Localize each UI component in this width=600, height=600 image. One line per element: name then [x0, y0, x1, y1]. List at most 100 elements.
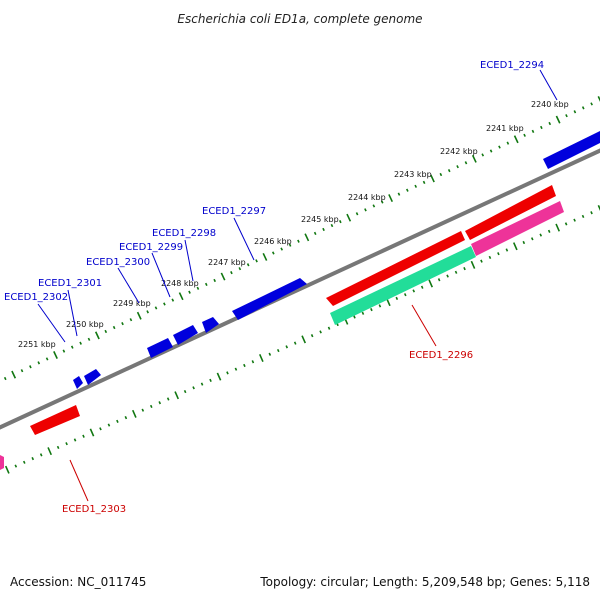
major-tick: [555, 223, 561, 232]
topology-text: Topology: circular; Length: 5,209,548 bp…: [260, 575, 590, 589]
gene-label[interactable]: ECED1_2300: [86, 257, 150, 268]
minor-tick: [129, 318, 133, 322]
gene-other-pink[interactable]: [471, 201, 564, 256]
major-tick: [174, 391, 180, 400]
major-tick: [304, 233, 310, 242]
minor-tick: [310, 334, 314, 338]
minor-tick: [338, 220, 342, 224]
minor-tick: [403, 293, 407, 297]
gene-ECED1_2302[interactable]: [73, 376, 83, 389]
gene-ECED1_2301[interactable]: [84, 369, 101, 385]
minor-tick: [56, 445, 60, 450]
gene-ECED1_2300[interactable]: [147, 338, 173, 358]
forward-genes: [73, 131, 600, 389]
leader-ECED1_2302: [37, 303, 66, 343]
major-tick: [346, 213, 352, 222]
feature-green[interactable]: [330, 246, 476, 325]
leader-ECED1_2294: [539, 69, 558, 101]
minor-tick: [364, 208, 367, 212]
gene-label[interactable]: ECED1_2297: [202, 206, 266, 217]
gene-label[interactable]: ECED1_2299: [119, 242, 183, 253]
gene-label[interactable]: ECED1_2302: [4, 292, 68, 303]
minor-tick: [590, 211, 593, 215]
minor-tick: [238, 267, 242, 271]
minor-tick: [414, 184, 418, 188]
minor-tick: [313, 231, 317, 235]
minor-tick: [141, 408, 145, 412]
minor-tick: [209, 378, 212, 382]
gene-label[interactable]: ECED1_2301: [38, 278, 102, 289]
gene-ECED1_2303[interactable]: [30, 405, 80, 435]
gene-label[interactable]: ECED1_2296: [409, 350, 473, 361]
minor-tick: [372, 204, 376, 208]
minor-tick: [204, 282, 208, 286]
minor-tick: [107, 423, 111, 427]
minor-tick: [489, 149, 493, 153]
gene-label[interactable]: ECED1_2303: [62, 504, 126, 515]
genome-backbone: [0, 148, 600, 430]
minor-tick: [280, 247, 283, 251]
minor-tick: [456, 165, 459, 169]
major-tick: [178, 292, 184, 301]
minor-tick: [319, 330, 322, 334]
gene-ECED1_2296-part[interactable]: [465, 185, 556, 240]
major-tick: [555, 115, 561, 124]
minor-tick: [213, 278, 216, 283]
minor-tick: [200, 382, 204, 386]
leader-ECED1_2301: [67, 289, 78, 337]
tick-label: 2249 kbp: [113, 299, 151, 308]
minor-tick: [29, 365, 32, 369]
map-title: Escherichia coli ED1a, complete genome: [177, 12, 422, 26]
minor-tick: [3, 376, 7, 381]
minor-tick: [548, 121, 552, 126]
minor-tick: [488, 255, 492, 260]
minor-tick: [361, 311, 365, 315]
minor-tick: [447, 169, 451, 173]
major-tick: [470, 260, 476, 269]
minor-tick: [226, 371, 229, 375]
minor-tick: [255, 259, 258, 263]
minor-tick: [146, 310, 149, 314]
major-tick: [4, 465, 10, 474]
minor-tick: [573, 110, 577, 114]
major-tick: [301, 335, 307, 344]
tick-label: 2250 kbp: [66, 320, 104, 329]
gene-edge-pink[interactable]: [0, 455, 4, 470]
minor-tick: [412, 289, 416, 293]
tick-label: 2240 kbp: [531, 100, 569, 109]
leader-ECED1_2296: [411, 304, 437, 347]
gene-ECED1_2297[interactable]: [232, 278, 307, 320]
minor-tick: [463, 267, 466, 271]
minor-tick: [539, 233, 543, 237]
gene-ECED1_2299[interactable]: [173, 325, 198, 345]
minor-tick: [420, 285, 424, 289]
major-tick: [597, 96, 600, 102]
minor-tick: [497, 252, 500, 256]
gene-ECED1_2298[interactable]: [202, 317, 219, 333]
tick-label: 2243 kbp: [394, 170, 432, 179]
minor-tick: [480, 259, 483, 263]
gene-label[interactable]: ECED1_2298: [152, 228, 216, 239]
minor-tick: [573, 218, 576, 222]
minor-tick: [243, 363, 246, 368]
gene-ECED1_2294[interactable]: [543, 131, 600, 169]
minor-tick: [14, 464, 18, 468]
gene-ECED1_2296[interactable]: [326, 231, 465, 306]
major-tick: [131, 409, 137, 418]
minor-tick: [234, 367, 238, 371]
major-tick: [512, 242, 518, 251]
minor-tick: [439, 172, 443, 177]
minor-tick: [37, 361, 41, 365]
leader-ECED1_2300: [117, 267, 140, 304]
tick-label: 2242 kbp: [440, 147, 478, 156]
minor-tick: [87, 337, 91, 341]
minor-tick: [530, 237, 534, 241]
minor-tick: [99, 427, 102, 431]
minor-tick: [251, 360, 255, 364]
major-tick: [258, 354, 264, 362]
gene-labels: ECED1_2294 ECED1_2296 ECED1_2297 ECED1_2…: [4, 60, 544, 515]
gene-label[interactable]: ECED1_2294: [480, 60, 544, 71]
minor-tick: [62, 349, 66, 353]
minor-tick: [297, 239, 300, 243]
minor-tick: [564, 222, 568, 226]
